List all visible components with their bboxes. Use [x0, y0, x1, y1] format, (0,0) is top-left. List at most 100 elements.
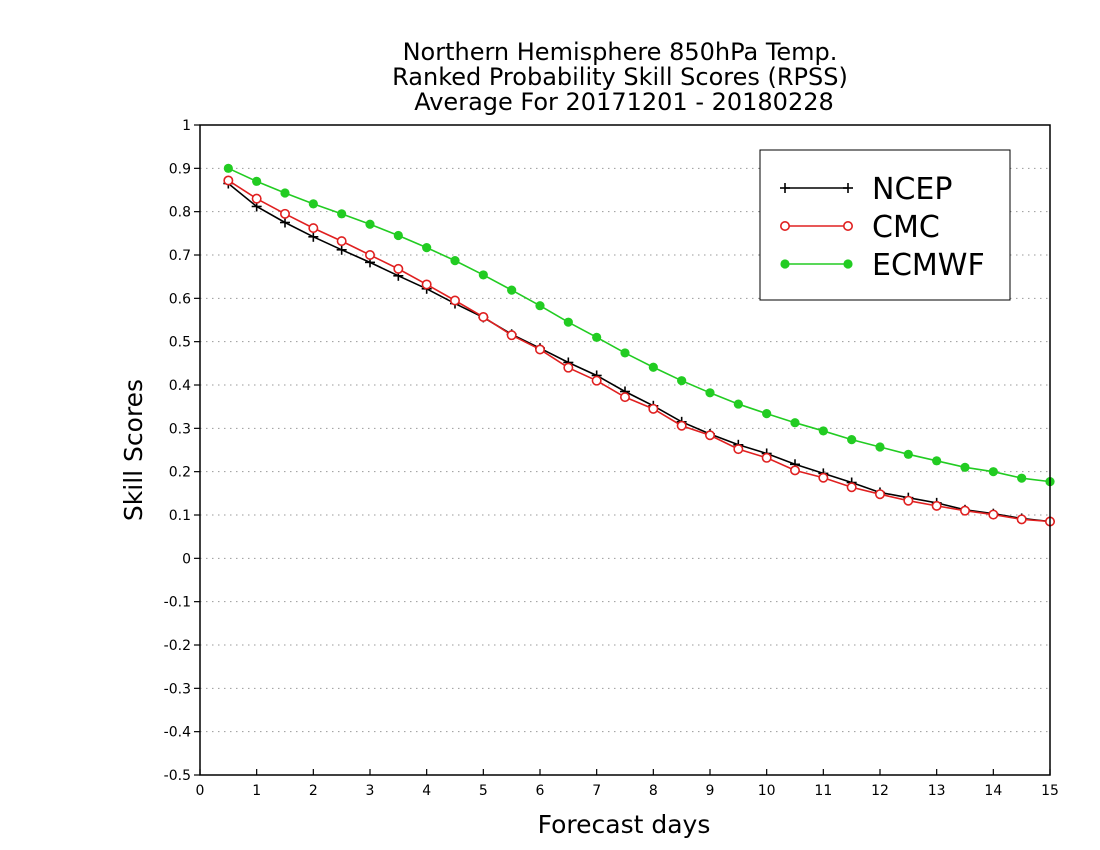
x-tick-label: 2	[309, 783, 318, 799]
ecmwf-point	[932, 456, 942, 466]
title-line-1: Northern Hemisphere 850hPa Temp.	[403, 38, 838, 66]
cmc-point	[846, 482, 857, 493]
ecmwf-point	[365, 219, 375, 229]
ncep-point	[280, 217, 290, 228]
x-tick-label: 7	[592, 783, 601, 799]
ecmwf-point	[818, 426, 828, 436]
y-tick-label: -0.5	[164, 768, 191, 784]
cmc-point	[959, 505, 970, 516]
x-tick-label: 10	[758, 783, 776, 799]
x-axis-label: Forecast days	[538, 810, 711, 839]
y-tick-label: -0.3	[164, 681, 191, 697]
legend-box	[759, 149, 1011, 301]
ncep-point	[308, 231, 319, 242]
ecmwf-point	[252, 176, 262, 186]
ecmwf-point	[648, 362, 658, 372]
x-tick-label: 11	[814, 783, 832, 799]
axis-ticks	[194, 124, 1051, 776]
legend-label: ECMWF	[872, 248, 985, 283]
ecmwf-point	[308, 199, 318, 209]
y-tick-label: 1	[182, 118, 191, 134]
ecmwf-point	[1017, 473, 1027, 483]
legend-label: NCEP	[872, 172, 952, 207]
ncep-line	[227, 182, 1051, 523]
cmc-point	[676, 420, 687, 431]
y-tick-label: 0.5	[169, 335, 191, 351]
ncep-point	[336, 244, 347, 255]
x-tick-label: 14	[984, 783, 1002, 799]
ecmwf-point	[790, 418, 800, 428]
ecmwf-point	[507, 285, 517, 295]
legend-label: CMC	[872, 210, 940, 245]
y-tick-label: -0.2	[164, 638, 191, 654]
y-tick-label: 0	[182, 551, 191, 567]
x-tick-label: 1	[252, 783, 261, 799]
cmc-point	[761, 452, 772, 463]
y-tick-label: 0.3	[169, 421, 191, 437]
y-tick-label: 0.4	[169, 378, 191, 394]
cmc-point	[591, 375, 602, 386]
ecmwf-point	[847, 435, 857, 445]
cmc-point	[903, 495, 914, 506]
y-tick-label: -0.1	[164, 595, 191, 611]
plot-frame	[199, 124, 1051, 776]
x-tick-label: 4	[422, 783, 431, 799]
ecmwf-point	[960, 462, 970, 472]
cmc-point	[988, 509, 999, 520]
legend-entry-ncep: NCEP	[780, 172, 952, 207]
cmc-point	[931, 500, 942, 511]
cmc-point	[478, 311, 489, 322]
cmc-point	[874, 489, 885, 500]
y-tick-label: -0.4	[164, 725, 191, 741]
cmc-point	[1016, 514, 1027, 525]
x-tick-label: 13	[928, 783, 946, 799]
legend-marker	[779, 221, 790, 232]
title-line-3: Average For 20171201 - 20180228	[414, 88, 834, 116]
cmc-point	[308, 223, 319, 234]
cmc-point	[506, 330, 517, 341]
x-tick-label: 3	[366, 783, 375, 799]
x-tick-labels: 0 1 2 3 4 5 6 7 8 9 10 11 12 13 14 15	[196, 783, 1059, 799]
x-tick-label: 15	[1041, 783, 1059, 799]
legend-entry-ecmwf: ECMWF	[780, 248, 985, 283]
cmc-point	[704, 430, 715, 441]
ecmwf-point	[563, 317, 573, 327]
ecmwf-point	[450, 256, 460, 266]
cmc-point	[223, 175, 234, 186]
cmc-point	[251, 193, 262, 204]
ecmwf-point	[677, 376, 687, 386]
cmc-point	[421, 279, 432, 290]
legend-marker	[843, 183, 853, 193]
y-tick-label: 0.6	[169, 291, 191, 307]
legend-marker	[780, 259, 790, 269]
cmc-point	[449, 295, 460, 306]
ecmwf-line	[227, 167, 1051, 483]
ecmwf-point	[705, 388, 715, 398]
x-tick-label: 0	[196, 783, 205, 799]
legend-entry-cmc: CMC	[779, 210, 940, 245]
y-tick-label: 0.2	[169, 465, 191, 481]
ecmwf-point	[478, 270, 488, 280]
cmc-point	[563, 362, 574, 373]
cmc-point	[364, 250, 375, 261]
series-cmc	[223, 175, 1056, 527]
ecmwf-point	[393, 230, 403, 241]
cmc-point	[279, 208, 290, 219]
ecmwf-point	[422, 243, 432, 253]
ecmwf-point	[762, 409, 772, 419]
y-tick-label: 0.1	[169, 508, 191, 524]
ecmwf-point	[875, 442, 885, 452]
series-ecmwf	[223, 163, 1055, 487]
x-tick-label: 6	[536, 783, 545, 799]
x-tick-label: 5	[479, 783, 488, 799]
cmc-point	[393, 263, 404, 274]
cmc-point	[789, 465, 800, 476]
y-tick-label: 0.9	[169, 161, 191, 177]
ecmwf-point	[280, 188, 290, 198]
cmc-point	[534, 344, 545, 355]
x-tick-label: 9	[706, 783, 715, 799]
y-tick-label: 0.7	[169, 248, 191, 264]
ecmwf-point	[903, 449, 913, 459]
